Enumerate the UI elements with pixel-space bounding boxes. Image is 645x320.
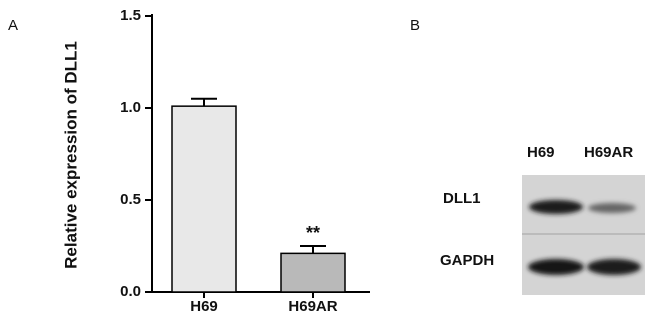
x-tick-label: H69AR bbox=[288, 298, 337, 315]
bar bbox=[281, 253, 345, 292]
y-tick-label: 0.0 bbox=[120, 283, 141, 300]
lane-label: H69 bbox=[527, 144, 555, 161]
y-tick-label: 1.0 bbox=[120, 99, 141, 116]
figure: A B Relative expression of DLL1 H69 H69A… bbox=[0, 0, 645, 320]
panel-label: B bbox=[410, 17, 420, 34]
blot-divider bbox=[522, 233, 645, 235]
band bbox=[588, 203, 636, 213]
western-blot bbox=[522, 175, 645, 295]
row-label: GAPDH bbox=[440, 252, 494, 269]
y-tick-label: 0.5 bbox=[120, 191, 141, 208]
panel-label: A bbox=[8, 17, 18, 34]
row-label: DLL1 bbox=[443, 190, 481, 207]
bar bbox=[172, 106, 236, 292]
significance-label: ** bbox=[306, 223, 320, 243]
y-tick-label: 1.5 bbox=[120, 7, 141, 24]
y-axis-label: Relative expression of DLL1 bbox=[61, 41, 80, 269]
band bbox=[528, 259, 584, 275]
band bbox=[529, 200, 583, 214]
band bbox=[587, 259, 641, 275]
lane-label: H69AR bbox=[584, 144, 633, 161]
x-tick-label: H69 bbox=[190, 298, 218, 315]
